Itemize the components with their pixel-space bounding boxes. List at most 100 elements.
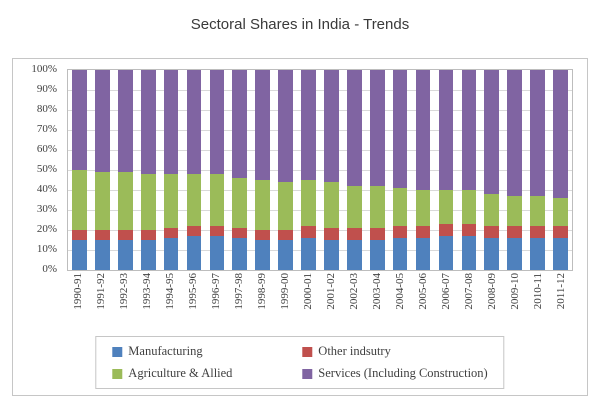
gridline bbox=[68, 150, 572, 151]
bar-slot bbox=[68, 70, 91, 270]
bar-segment bbox=[255, 230, 271, 240]
stacked-bar bbox=[117, 70, 133, 270]
bar-segment bbox=[301, 70, 316, 180]
bar-segment bbox=[209, 174, 225, 226]
bar-slot bbox=[251, 70, 274, 270]
x-tick-label: 1992-93 bbox=[118, 273, 130, 310]
x-tick-label: 1993-94 bbox=[141, 273, 153, 310]
gridline bbox=[68, 250, 572, 251]
x-tick-label: 2011-12 bbox=[555, 273, 567, 310]
bar-segment bbox=[117, 172, 133, 230]
x-label-slot: 2008-09 bbox=[481, 273, 504, 339]
bar-segment bbox=[140, 70, 156, 174]
x-tick-label: 1991-92 bbox=[95, 273, 107, 310]
legend-item: Other indsutry bbox=[302, 344, 487, 359]
plot-area bbox=[67, 69, 573, 271]
y-tick-label: 100% bbox=[31, 63, 57, 75]
y-tick-label: 0% bbox=[42, 263, 57, 275]
stacked-bar bbox=[347, 70, 362, 270]
bar-segment bbox=[507, 196, 522, 226]
stacked-bar bbox=[95, 70, 110, 270]
x-label-slot: 2007-08 bbox=[458, 273, 481, 339]
bar-segment bbox=[530, 70, 545, 196]
bar-slot bbox=[183, 70, 206, 270]
bar-segment bbox=[553, 198, 568, 226]
bar-segment bbox=[392, 70, 408, 188]
x-tick-label: 1997-98 bbox=[233, 273, 245, 310]
bar-segment bbox=[324, 228, 339, 240]
x-tick-label: 1996-97 bbox=[210, 273, 222, 310]
y-tick-label: 70% bbox=[36, 123, 57, 135]
legend: Manufacturing Other indsutry Agriculture &… bbox=[95, 336, 505, 389]
stacked-bar bbox=[530, 70, 545, 270]
bar-segment bbox=[324, 70, 339, 182]
stacked-bar bbox=[484, 70, 500, 270]
legend-swatch bbox=[302, 368, 313, 379]
x-label-slot: 1991-92 bbox=[90, 273, 113, 339]
bar-slot bbox=[160, 70, 183, 270]
x-tick-label: 2006-07 bbox=[440, 273, 452, 310]
x-label-slot: 1996-97 bbox=[205, 273, 228, 339]
x-label-slot: 2011-12 bbox=[550, 273, 573, 339]
bar-segment bbox=[232, 228, 248, 238]
bar-slot bbox=[457, 70, 480, 270]
x-label-slot: 2000-01 bbox=[297, 273, 320, 339]
x-tick-label: 1995-96 bbox=[187, 273, 199, 310]
stacked-bar bbox=[507, 70, 522, 270]
gridline bbox=[68, 90, 572, 91]
x-label-slot: 1990-91 bbox=[67, 273, 90, 339]
bar-segment bbox=[163, 70, 179, 174]
x-tick-label: 2009-10 bbox=[509, 273, 521, 310]
legend-label: Agriculture & Allied bbox=[128, 366, 233, 380]
bar-segment bbox=[255, 70, 271, 180]
bar-segment bbox=[484, 226, 500, 238]
bar-segment bbox=[72, 70, 87, 170]
bar-segment bbox=[392, 238, 408, 270]
x-tick-label: 2007-08 bbox=[463, 273, 475, 310]
x-label-slot: 2006-07 bbox=[435, 273, 458, 339]
bar-segment bbox=[369, 240, 385, 270]
bar-slot bbox=[503, 70, 526, 270]
stacked-bar bbox=[415, 70, 431, 270]
bar-segment bbox=[72, 170, 87, 230]
bar-segment bbox=[369, 70, 385, 186]
bar-segment bbox=[72, 240, 87, 270]
x-tick-label: 1994-95 bbox=[164, 273, 176, 310]
bar-segment bbox=[507, 238, 522, 270]
legend-swatch bbox=[302, 346, 313, 357]
bar-segment bbox=[278, 70, 293, 182]
bar-segment bbox=[553, 70, 568, 198]
bar-segment bbox=[461, 70, 477, 190]
x-axis-labels: 1990-91 1991-92 1992-93 1993-94 1994-95 1995-… bbox=[67, 273, 573, 339]
stacked-bar bbox=[72, 70, 87, 270]
bar-segment bbox=[530, 238, 545, 270]
bar-segment bbox=[95, 172, 110, 230]
bar-slot bbox=[366, 70, 389, 270]
stacked-bar bbox=[140, 70, 156, 270]
bar-segment bbox=[163, 228, 179, 238]
bar-segment bbox=[117, 70, 133, 172]
x-tick-label: 1998-99 bbox=[256, 273, 268, 310]
bar-segment bbox=[324, 240, 339, 270]
bar-segment bbox=[278, 240, 293, 270]
bar-segment bbox=[186, 226, 202, 236]
legend-item: Agriculture & Allied bbox=[112, 366, 292, 381]
bar-segment bbox=[438, 70, 454, 190]
y-tick-label: 90% bbox=[36, 83, 57, 95]
bar-segment bbox=[438, 190, 454, 224]
bar-segment bbox=[140, 230, 156, 240]
bar-segment bbox=[438, 236, 454, 270]
gridline bbox=[68, 190, 572, 191]
bar-segment bbox=[553, 238, 568, 270]
bar-segment bbox=[347, 240, 362, 270]
bar-slot bbox=[412, 70, 435, 270]
x-tick-label: 1999-00 bbox=[279, 273, 291, 310]
chart-frame: 0% 10% 20% 30% 40% 50% 60% 70% 80% 90% 100% 1990-9… bbox=[12, 58, 588, 396]
x-tick-label: 2004-05 bbox=[394, 273, 406, 310]
bar-segment bbox=[278, 182, 293, 230]
x-label-slot: 1997-98 bbox=[228, 273, 251, 339]
bar-segment bbox=[347, 228, 362, 240]
bar-segment bbox=[369, 186, 385, 228]
bar-segment bbox=[415, 70, 431, 190]
